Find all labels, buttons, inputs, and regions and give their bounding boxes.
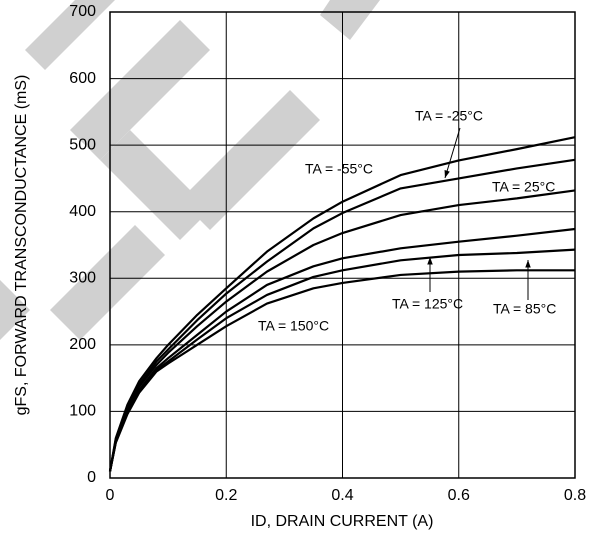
y-tick-label: 700 bbox=[69, 3, 96, 20]
watermark-shape bbox=[320, 0, 380, 40]
x-tick-label: 0.8 bbox=[564, 487, 586, 504]
arrow-head bbox=[525, 260, 531, 268]
y-tick-label: 600 bbox=[69, 70, 96, 87]
watermark-shape bbox=[70, 20, 210, 160]
watermark-shape bbox=[0, 280, 30, 340]
plot: 0 100 200 300 400 500 600 700 0 0.2 0.4 0.6 0.8 TA = … bbox=[69, 3, 586, 504]
series-label: TA = 125°C bbox=[392, 296, 463, 312]
plot-frame bbox=[109, 11, 576, 479]
y-tick-label: 300 bbox=[69, 270, 96, 287]
y-tick-label: 0 bbox=[87, 469, 96, 486]
arrow-head bbox=[427, 257, 433, 265]
arrow-head bbox=[444, 170, 450, 178]
watermark-shape bbox=[100, 130, 210, 240]
y-axis-label: gFS, FORWARD TRANSCONDUCTANCE (mS) bbox=[13, 75, 30, 416]
y-tick-label: 100 bbox=[69, 403, 96, 420]
x-tick-label: 0.4 bbox=[331, 487, 353, 504]
series-label: TA = -55°C bbox=[305, 161, 373, 177]
x-axis-label: ID, DRAIN CURRENT (A) bbox=[251, 513, 434, 530]
watermark-shape bbox=[180, 90, 320, 230]
series-label: TA = 150°C bbox=[258, 318, 329, 334]
annotation-arrow bbox=[444, 127, 461, 179]
y-tick-label: 400 bbox=[69, 203, 96, 220]
y-tick-label: 500 bbox=[69, 136, 96, 153]
y-tick-label: 200 bbox=[69, 336, 96, 353]
x-tick-label: 0.2 bbox=[215, 487, 237, 504]
series-label: TA = -25°C bbox=[415, 108, 483, 124]
watermark-shape bbox=[25, 0, 115, 70]
watermark-shape bbox=[50, 225, 165, 340]
series-line bbox=[108, 136, 576, 472]
series-line bbox=[108, 269, 575, 472]
x-tick-label: 0 bbox=[106, 487, 115, 504]
series-line bbox=[108, 189, 576, 472]
series-label: TA = 25°C bbox=[492, 179, 555, 195]
series-label: TA = 85°C bbox=[493, 301, 556, 317]
x-tick-label: 0.6 bbox=[448, 487, 470, 504]
watermark bbox=[0, 0, 380, 340]
